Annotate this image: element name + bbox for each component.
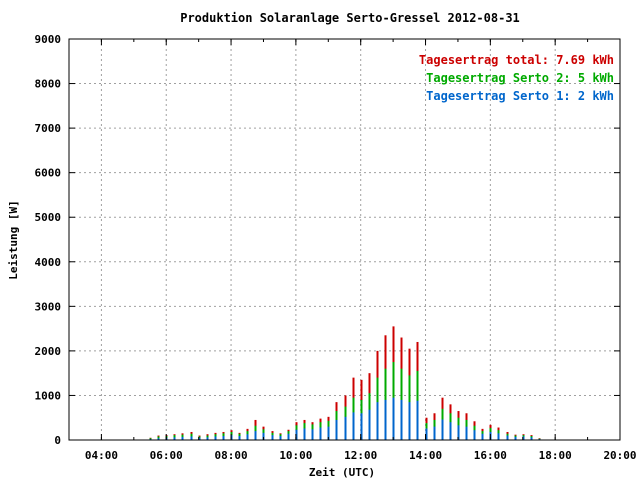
legend-entry: Tagesertrag total: 7.69 kWh xyxy=(419,53,614,67)
x-tick-label: 12:00 xyxy=(344,449,377,462)
ticks xyxy=(69,38,621,441)
x-tick-label: 20:00 xyxy=(603,449,636,462)
y-tick-label: 5000 xyxy=(35,211,62,224)
plot-frame xyxy=(68,38,621,441)
y-tick-label: 3000 xyxy=(35,300,62,313)
y-tick-label: 4000 xyxy=(35,256,62,269)
y-tick-label: 1000 xyxy=(35,389,62,402)
x-tick-label: 16:00 xyxy=(474,449,507,462)
chart-title: Produktion Solaranlage Serto-Gressel 201… xyxy=(180,11,520,25)
y-tick-label: 0 xyxy=(54,434,61,447)
x-tick-label: 18:00 xyxy=(539,449,572,462)
x-tick-label: 10:00 xyxy=(279,449,312,462)
y-axis-label: Leistung [W] xyxy=(7,200,20,279)
bars xyxy=(149,326,541,440)
y-tick-label: 6000 xyxy=(35,167,62,180)
y-tick-label: 7000 xyxy=(35,122,62,135)
x-tick-label: 08:00 xyxy=(214,449,247,462)
x-tick-label: 14:00 xyxy=(409,449,442,462)
x-axis-label: Zeit (UTC) xyxy=(309,466,375,479)
legend: Tagesertrag total: 7.69 kWh Tagesertrag S… xyxy=(419,53,614,103)
y-tick-label: 2000 xyxy=(35,345,62,358)
tick-labels: 04:00 06:00 08:00 10:00 12:00 14:00 16:00 18:00… xyxy=(35,33,637,462)
grid xyxy=(69,39,620,440)
x-tick-label: 04:00 xyxy=(85,449,118,462)
legend-entry: Tagesertrag Serto 1: 2 kWh xyxy=(426,89,614,103)
y-tick-label: 8000 xyxy=(35,78,62,91)
legend-entry: Tagesertrag Serto 2: 5 kWh xyxy=(426,71,614,85)
y-tick-label: 9000 xyxy=(35,33,62,46)
x-tick-label: 06:00 xyxy=(150,449,183,462)
